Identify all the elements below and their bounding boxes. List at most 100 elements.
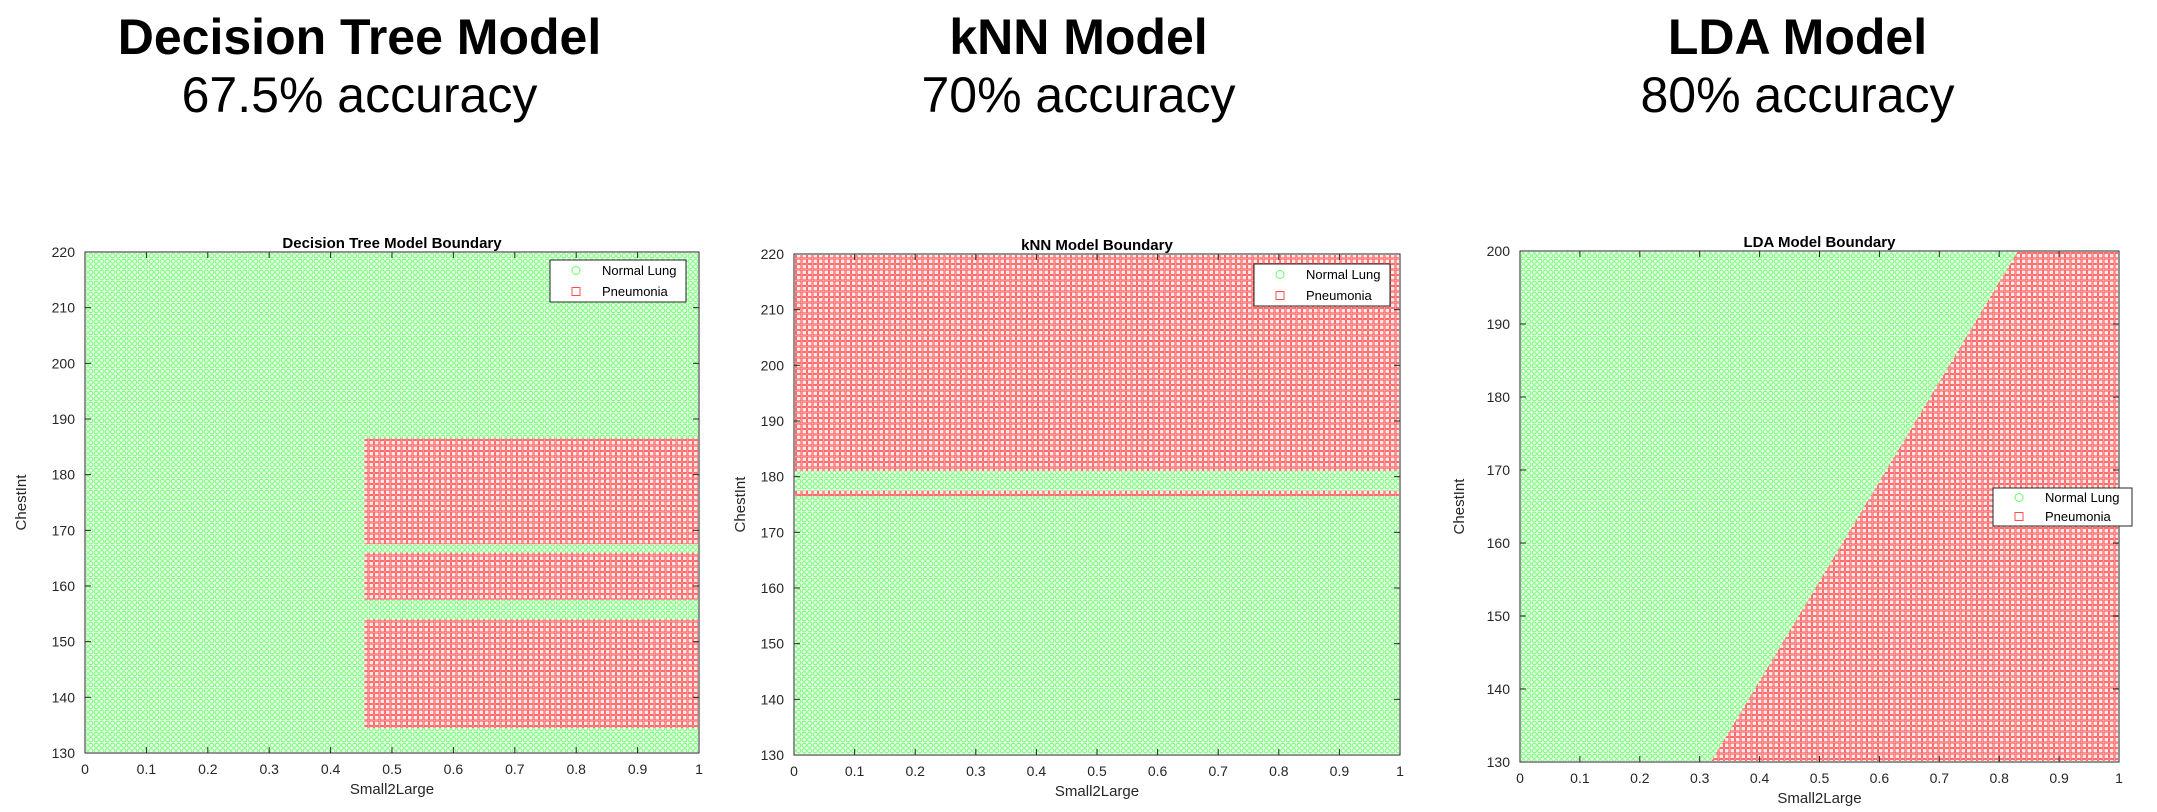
lda-chart: 0 0.1 0.2 0.3 0.4 0.5 0.6 0.7 0.8 0.9 1 130 140 150 16… (1451, 234, 2133, 807)
x-tick-label: 0.2 (1630, 770, 1650, 786)
y-axis-label: ChestInt (732, 476, 749, 533)
x-tick-label: 0.3 (1690, 770, 1710, 786)
y-tick-label: 130 (52, 745, 76, 761)
x-tick-label: 0.2 (905, 763, 925, 779)
decision-tree-chart: 0 0.1 0.2 0.3 0.4 0.5 0.6 0.7 0.8 0.9 1 130 140 150 16… (13, 235, 703, 798)
x-axis-label: Small2Large (1777, 790, 1861, 807)
y-tick-label: 170 (1487, 462, 1511, 478)
chart-title: kNN Model Boundary (1021, 237, 1173, 254)
x-tick-label: 0.6 (1870, 770, 1890, 786)
y-tick-label: 170 (52, 522, 76, 538)
legend-marker-normal (571, 266, 581, 275)
x-tick-label: 0.8 (566, 761, 586, 777)
x-tick-label: 0.7 (505, 761, 525, 777)
y-tick-label: 150 (52, 634, 76, 650)
x-tick-label: 0.7 (1208, 763, 1228, 779)
y-tick-label: 150 (1487, 608, 1511, 624)
y-tick-label: 200 (761, 357, 785, 373)
legend: Normal Lung Pneumonia (549, 259, 687, 303)
plot-area (86, 253, 698, 752)
x-tick-label: 0.9 (1330, 763, 1350, 779)
legend-marker-pneumonia (571, 287, 581, 296)
legend-label-normal: Normal Lung (1306, 267, 1380, 282)
panel-decision-tree: Decision Tree Model 67.5% accuracy 0 0.1 0… (0, 0, 719, 812)
legend-label-pneumonia: Pneumonia (602, 284, 669, 299)
x-tick-label: 0 (81, 761, 89, 777)
x-tick-label: 0.4 (1027, 763, 1047, 779)
x-tick-label: 1 (1396, 763, 1404, 779)
chart-title: LDA Model Boundary (1744, 234, 1897, 251)
model-name: Decision Tree Model (117, 9, 602, 65)
pneumonia-region (1711, 252, 2118, 761)
x-tick-label: 0.7 (1930, 770, 1950, 786)
y-tick-label: 140 (52, 689, 76, 705)
x-tick-label: 0.3 (966, 763, 986, 779)
x-axis-label: Small2Large (350, 781, 434, 798)
y-tick-label: 190 (52, 411, 76, 427)
pneumonia-region (364, 438, 698, 545)
pneumonia-region (795, 490, 1399, 497)
y-tick-label: 150 (761, 636, 785, 652)
y-axis-label: ChestInt (13, 474, 30, 531)
model-accuracy: 67.5% accuracy (181, 67, 538, 123)
x-tick-label: 0.4 (1750, 770, 1770, 786)
x-tick-label: 1 (695, 761, 703, 777)
legend-label-pneumonia: Pneumonia (1306, 288, 1373, 303)
model-accuracy: 80% accuracy (1640, 67, 1955, 123)
pneumonia-region (364, 552, 698, 600)
y-tick-label: 200 (1487, 243, 1511, 259)
x-tick-label: 0.6 (1148, 763, 1168, 779)
y-tick-label: 130 (761, 747, 785, 763)
y-tick-label: 170 (761, 524, 785, 540)
x-tick-label: 0.5 (1087, 763, 1107, 779)
x-tick-label: 0.1 (137, 761, 157, 777)
y-tick-label: 180 (1487, 389, 1511, 405)
x-tick-label: 0.5 (1810, 770, 1830, 786)
y-tick-label: 220 (761, 246, 785, 262)
x-tick-label: 0.9 (628, 761, 648, 777)
panel-header: kNN Model 70% accuracy (719, 8, 1438, 124)
y-tick-label: 140 (1487, 681, 1511, 697)
x-tick-label: 0 (1516, 770, 1524, 786)
legend-marker-normal (2014, 493, 2024, 502)
knn-chart: 0 0.1 0.2 0.3 0.4 0.5 0.6 0.7 0.8 0.9 1 130 140 150 16… (732, 237, 1404, 800)
x-tick-label: 0.4 (321, 761, 341, 777)
model-name: kNN Model (949, 9, 1208, 65)
plot-area (795, 255, 1399, 754)
y-tick-label: 190 (761, 413, 785, 429)
x-axis-label: Small2Large (1055, 783, 1139, 800)
y-axis-label: ChestInt (1451, 478, 1468, 535)
y-tick-label: 130 (1487, 754, 1511, 770)
x-tick-label: 0 (790, 763, 798, 779)
legend-label-normal: Normal Lung (2045, 490, 2119, 505)
x-tick-label: 0.2 (198, 761, 218, 777)
legend-marker-normal (1275, 270, 1285, 279)
y-tick-label: 180 (761, 469, 785, 485)
x-tick-label: 0.1 (1570, 770, 1590, 786)
x-tick-label: 0.8 (1989, 770, 2009, 786)
legend: Normal Lung Pneumonia (1992, 487, 2133, 527)
pneumonia-region (364, 619, 698, 728)
x-tick-label: 0.1 (845, 763, 865, 779)
y-tick-label: 180 (52, 467, 76, 483)
x-tick-label: 0.8 (1269, 763, 1289, 779)
legend-marker-pneumonia (1275, 291, 1285, 300)
y-tick-label: 140 (761, 691, 785, 707)
x-tick-label: 1 (2115, 770, 2123, 786)
y-tick-label: 220 (52, 244, 76, 260)
y-tick-label: 200 (52, 355, 76, 371)
legend-label-normal: Normal Lung (602, 263, 676, 278)
x-tick-label: 0.3 (259, 761, 279, 777)
x-tick-label: 0.5 (382, 761, 402, 777)
model-name: LDA Model (1667, 9, 1928, 65)
y-tick-label: 210 (761, 302, 785, 318)
panel-header: Decision Tree Model 67.5% accuracy (0, 8, 719, 124)
legend-label-pneumonia: Pneumonia (2045, 509, 2112, 524)
y-tick-label: 210 (52, 300, 76, 316)
x-tick-label: 0.6 (444, 761, 464, 777)
panel-header: LDA Model 80% accuracy (1438, 8, 2157, 124)
y-tick-label: 160 (761, 580, 785, 596)
panel-knn: kNN Model 70% accuracy 0 0.1 0.2 0.3 0.4 0.5 0… (719, 0, 1438, 812)
chart-title: Decision Tree Model Boundary (282, 235, 502, 252)
legend: Normal Lung Pneumonia (1253, 263, 1391, 307)
